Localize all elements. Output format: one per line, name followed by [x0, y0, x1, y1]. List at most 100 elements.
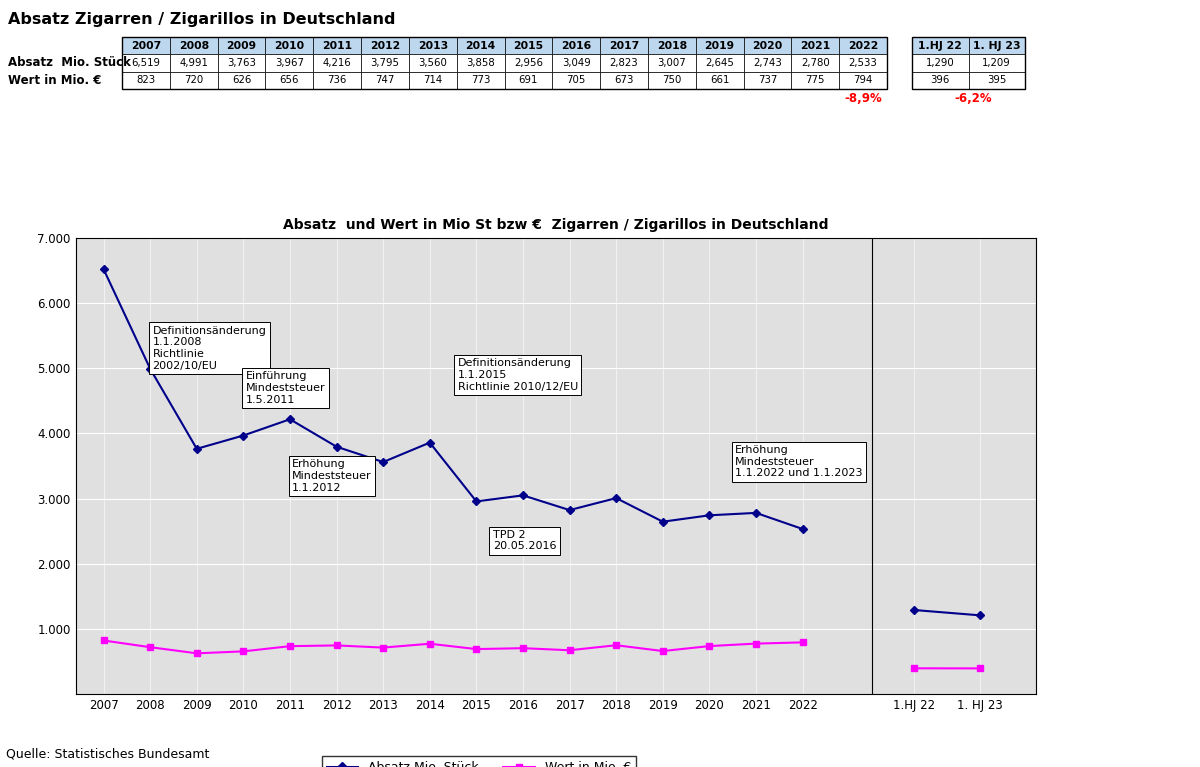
Bar	[968, 54, 1025, 71]
Bar	[696, 37, 744, 54]
Text: 2016: 2016	[562, 41, 592, 51]
Bar	[839, 71, 887, 89]
Bar	[265, 54, 313, 71]
Text: 3,967: 3,967	[275, 58, 304, 68]
Bar	[217, 71, 265, 89]
Text: 2,533: 2,533	[848, 58, 877, 68]
Text: 691: 691	[518, 75, 538, 85]
Bar	[313, 54, 361, 71]
Bar	[170, 71, 217, 89]
Bar	[791, 54, 839, 71]
Bar	[744, 71, 791, 89]
Text: 2014: 2014	[466, 41, 496, 51]
Text: -6,2%: -6,2%	[955, 92, 992, 105]
Bar	[409, 37, 457, 54]
Text: 2,645: 2,645	[706, 58, 734, 68]
Text: 3,763: 3,763	[227, 58, 256, 68]
Bar	[600, 37, 648, 54]
Bar	[361, 37, 409, 54]
Text: 2012: 2012	[370, 41, 400, 51]
Bar	[839, 54, 887, 71]
Text: Erhöhung
Mindeststeuer
1.1.2012: Erhöhung Mindeststeuer 1.1.2012	[293, 459, 372, 492]
Bar	[265, 37, 313, 54]
Text: 823: 823	[137, 75, 156, 85]
Bar	[217, 54, 265, 71]
Text: Definitionsänderung
1.1.2008
Richtlinie
2002/10/EU: Definitionsänderung 1.1.2008 Richtlinie …	[152, 326, 266, 370]
Text: 2022: 2022	[848, 41, 878, 51]
Bar	[968, 71, 1025, 89]
Bar	[696, 54, 744, 71]
Bar	[122, 71, 170, 89]
Text: 2,823: 2,823	[610, 58, 638, 68]
Bar	[361, 54, 409, 71]
Bar	[409, 71, 457, 89]
Bar	[839, 37, 887, 54]
Bar	[600, 54, 648, 71]
Bar	[912, 37, 968, 54]
Text: 2021: 2021	[800, 41, 830, 51]
Bar	[170, 37, 217, 54]
Text: 720: 720	[184, 75, 203, 85]
Bar	[122, 37, 887, 89]
Bar	[552, 37, 600, 54]
Text: 2017: 2017	[608, 41, 640, 51]
Bar	[457, 71, 504, 89]
Text: 1. HJ 23: 1. HJ 23	[973, 41, 1020, 51]
Text: Erhöhung
Mindeststeuer
1.1.2022 und 1.1.2023: Erhöhung Mindeststeuer 1.1.2022 und 1.1.…	[736, 445, 863, 479]
Bar	[648, 37, 696, 54]
Text: 2010: 2010	[275, 41, 305, 51]
Bar	[457, 37, 504, 54]
Bar	[968, 37, 1025, 54]
Text: 626: 626	[232, 75, 251, 85]
Bar	[696, 71, 744, 89]
Legend: Absatz Mio. Stück, Wert in Mio. €: Absatz Mio. Stück, Wert in Mio. €	[322, 756, 636, 767]
Text: Absatz Zigarren / Zigarillos in Deutschland: Absatz Zigarren / Zigarillos in Deutschl…	[8, 12, 396, 27]
Text: 2,743: 2,743	[754, 58, 782, 68]
Text: 775: 775	[805, 75, 826, 85]
Text: 1,209: 1,209	[983, 58, 1012, 68]
Text: 714: 714	[424, 75, 443, 85]
Text: Absatz  Mio. Stück: Absatz Mio. Stück	[8, 57, 131, 70]
Text: 2015: 2015	[514, 41, 544, 51]
Bar	[504, 71, 552, 89]
Text: 1,290: 1,290	[926, 58, 955, 68]
Text: 3,560: 3,560	[419, 58, 448, 68]
Bar	[791, 37, 839, 54]
Text: Einführung
Mindeststeuer
1.5.2011: Einführung Mindeststeuer 1.5.2011	[246, 371, 325, 405]
Bar	[744, 37, 791, 54]
Text: 4,216: 4,216	[323, 58, 352, 68]
Text: 773: 773	[470, 75, 491, 85]
Text: 794: 794	[853, 75, 872, 85]
Text: 2018: 2018	[656, 41, 686, 51]
Text: 747: 747	[376, 75, 395, 85]
Bar	[217, 37, 265, 54]
Text: -8,9%: -8,9%	[845, 92, 882, 105]
Bar	[912, 71, 968, 89]
Text: 2007: 2007	[131, 41, 161, 51]
Bar	[912, 54, 968, 71]
Bar	[170, 54, 217, 71]
Text: 2020: 2020	[752, 41, 782, 51]
Text: 2013: 2013	[418, 41, 448, 51]
Text: 705: 705	[566, 75, 586, 85]
Bar	[552, 54, 600, 71]
Text: 396: 396	[930, 75, 950, 85]
Text: 736: 736	[328, 75, 347, 85]
Text: 2009: 2009	[227, 41, 257, 51]
Bar	[600, 71, 648, 89]
Text: 656: 656	[280, 75, 299, 85]
Text: 3,858: 3,858	[467, 58, 494, 68]
Bar	[912, 37, 1025, 89]
Text: Quelle: Statistisches Bundesamt: Quelle: Statistisches Bundesamt	[6, 748, 209, 761]
Bar	[122, 37, 170, 54]
Bar	[313, 71, 361, 89]
Bar	[504, 54, 552, 71]
Text: 6,519: 6,519	[132, 58, 161, 68]
Text: 737: 737	[757, 75, 778, 85]
Text: 2,780: 2,780	[800, 58, 829, 68]
Title: Absatz  und Wert in Mio St bzw €  Zigarren / Zigarillos in Deutschland: Absatz und Wert in Mio St bzw € Zigarren…	[283, 219, 828, 232]
Text: 3,007: 3,007	[658, 58, 686, 68]
Text: 2008: 2008	[179, 41, 209, 51]
Text: 3,049: 3,049	[562, 58, 590, 68]
Text: 3,795: 3,795	[371, 58, 400, 68]
